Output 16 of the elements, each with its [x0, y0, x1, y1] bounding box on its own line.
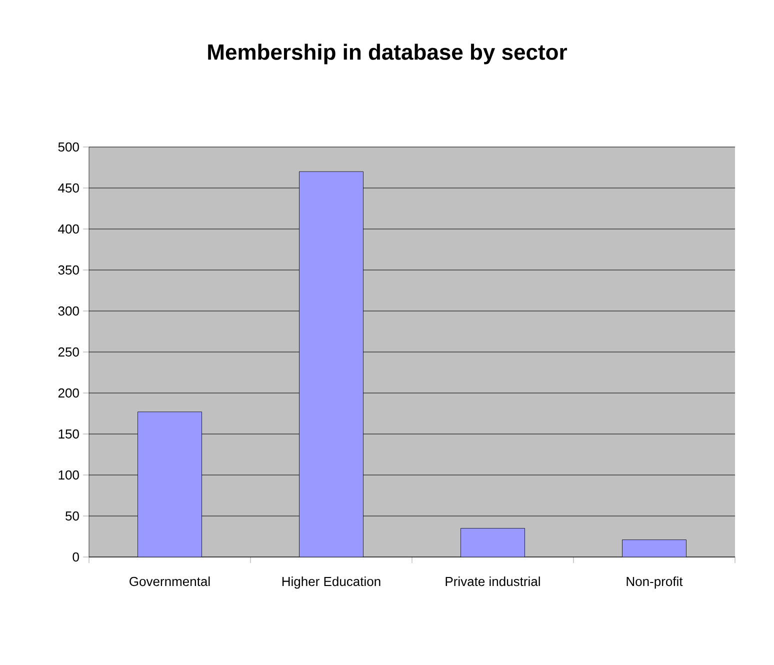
- x-tick-label: Non-profit: [626, 576, 683, 589]
- y-tick-label: 150: [58, 429, 79, 439]
- y-tick-label: 450: [58, 183, 79, 193]
- x-tick-label: Higher Education: [282, 576, 380, 589]
- y-tick-label: 300: [58, 306, 79, 316]
- y-tick-label: 200: [58, 388, 79, 398]
- y-tick-label: 350: [58, 265, 79, 275]
- y-tick-label: 0: [72, 552, 79, 562]
- y-tick-label: 500: [58, 142, 79, 152]
- y-tick-label: 100: [58, 470, 79, 480]
- chart-title: Membership in database by sector: [208, 44, 567, 64]
- x-tick-label: Private industrial: [446, 576, 540, 586]
- y-tick-label: 250: [58, 347, 79, 357]
- y-tick-label: 50: [66, 511, 79, 521]
- y-tick-label: 400: [58, 224, 79, 234]
- x-tick-label: Governmental: [130, 576, 210, 586]
